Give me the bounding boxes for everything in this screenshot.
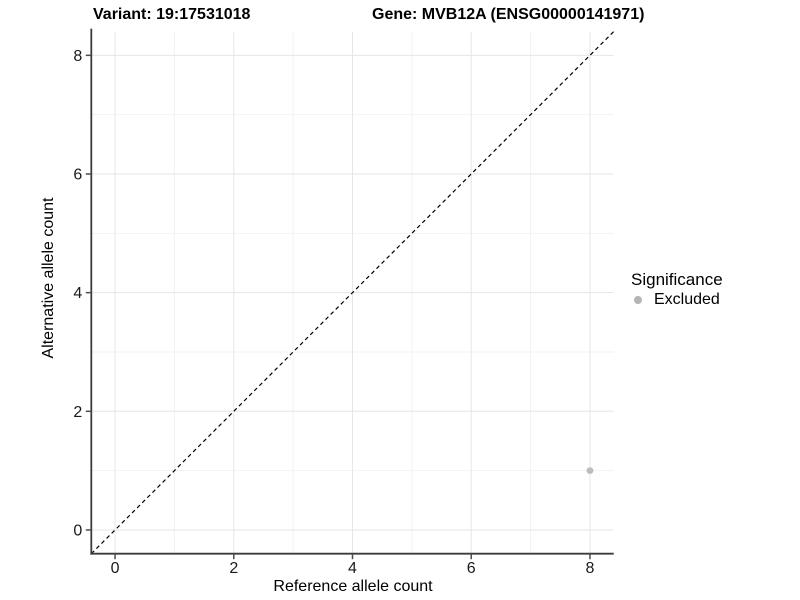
legend-point-swatch-icon <box>634 296 642 304</box>
legend-item-label: Excluded <box>654 291 720 308</box>
x-tick-label: 6 <box>467 560 476 577</box>
legend: Significance Excluded <box>628 270 723 309</box>
variant-title: Variant: 19:17531018 <box>93 6 251 23</box>
gene-title: Gene: MVB12A (ENSG00000141971) <box>372 6 645 23</box>
x-tick-label: 2 <box>229 560 238 577</box>
y-tick-label: 4 <box>73 285 82 302</box>
x-tick-label: 4 <box>348 560 357 577</box>
x-tick-label: 8 <box>586 560 595 577</box>
y-tick-label: 6 <box>73 166 82 183</box>
y-tick-label: 0 <box>73 522 82 539</box>
legend-title: Significance <box>631 270 723 289</box>
y-tick-label: 8 <box>73 48 82 65</box>
y-tick-label: 2 <box>73 404 82 421</box>
data-point <box>586 467 594 475</box>
x-axis-label: Reference allele count <box>273 578 433 595</box>
legend-item-excluded: Excluded <box>634 291 723 309</box>
identity-line <box>90 31 615 555</box>
y-axis-label: Alternative allele count <box>40 197 57 359</box>
x-tick-label: 0 <box>111 560 120 577</box>
